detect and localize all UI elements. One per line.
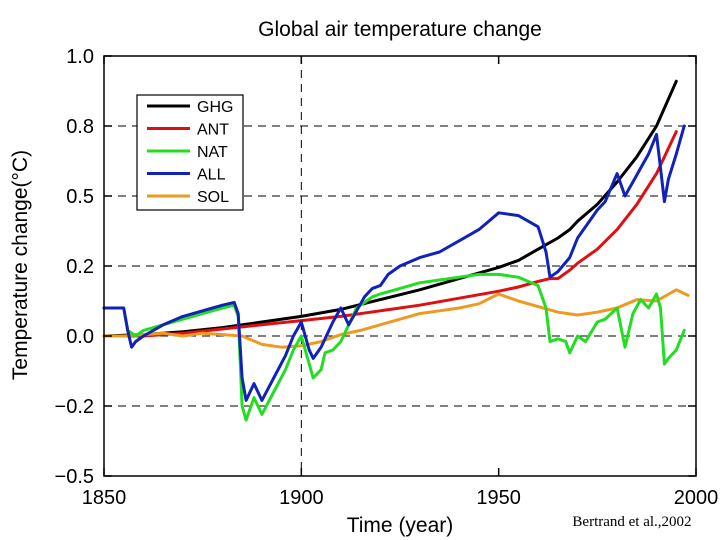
series-lines: [102, 79, 690, 422]
series-line-ant: [102, 130, 678, 338]
y-axis-ticks: 1.0 0.8 0.5 0.2 0.0 −0.2 −0.5: [55, 46, 696, 488]
y-axis-label: Temperature change(°C): [9, 150, 32, 380]
legend-label-ant: ANT: [197, 122, 229, 139]
x-tick-label: 2000: [674, 487, 719, 509]
legend-label-all: ALL: [197, 167, 226, 184]
y-tick-label: −0.2: [55, 396, 94, 418]
y-tick-label: 0.5: [66, 186, 94, 208]
y-tick-label: 0.0: [66, 326, 94, 348]
y-tick-label: 1.0: [66, 46, 94, 68]
x-tick-label: 1850: [82, 487, 127, 509]
x-tick-label: 1950: [476, 487, 521, 509]
y-tick-label: 0.2: [66, 256, 94, 278]
legend-label-sol: SOL: [197, 189, 229, 206]
x-tick-label: 1900: [279, 487, 324, 509]
legend: GHG ANT NAT ALL SOL: [136, 94, 244, 211]
series-line-sol: [102, 288, 690, 349]
x-axis-ticks: 1850 1900 1950 2000: [82, 56, 719, 509]
chart-title: Global air temperature change: [258, 18, 542, 41]
y-tick-label: 0.8: [66, 116, 94, 138]
credit-text: Bertrand et al.,2002: [572, 514, 691, 530]
y-tick-label: −0.5: [55, 466, 94, 488]
x-axis-label: Time (year): [347, 514, 454, 537]
series-line-all: [102, 124, 686, 402]
legend-label-ghg: GHG: [197, 99, 233, 116]
legend-label-nat: NAT: [197, 144, 228, 161]
